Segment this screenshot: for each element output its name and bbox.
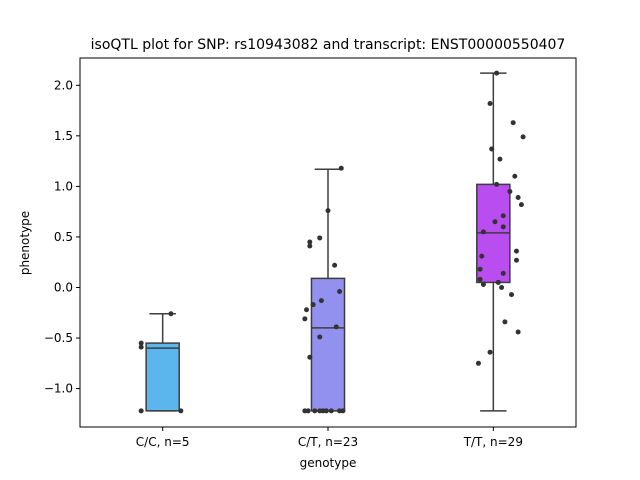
data-point	[312, 408, 318, 414]
x-tick-label: C/T, n=23	[298, 435, 358, 449]
data-point	[337, 289, 343, 295]
data-point	[512, 173, 518, 179]
data-point	[307, 239, 313, 245]
data-point	[510, 120, 516, 126]
chart-title: isoQTL plot for SNP: rs10943082 and tran…	[91, 37, 566, 53]
data-point	[492, 219, 498, 225]
data-point	[518, 202, 524, 208]
data-point	[513, 257, 519, 263]
data-point	[138, 340, 144, 346]
data-point	[325, 208, 331, 214]
data-point	[495, 279, 501, 285]
data-point	[500, 224, 506, 230]
data-point	[497, 156, 503, 162]
data-point	[310, 302, 316, 308]
data-point	[338, 165, 344, 171]
data-point	[487, 100, 493, 106]
data-point	[499, 284, 505, 290]
y-tick-label: 0.5	[54, 230, 73, 244]
data-point	[318, 298, 324, 304]
box-1	[310, 277, 346, 412]
y-tick-label: −1.0	[44, 382, 73, 396]
data-point	[317, 235, 323, 241]
x-axis-label: genotype	[300, 456, 357, 470]
data-point	[500, 213, 506, 219]
data-point	[333, 324, 339, 330]
data-point	[494, 181, 500, 187]
data-point	[307, 243, 313, 249]
data-point	[480, 281, 486, 287]
data-point	[520, 134, 526, 140]
data-point	[489, 146, 495, 152]
data-point	[515, 195, 521, 201]
box-0	[145, 342, 180, 412]
data-point	[500, 270, 506, 276]
data-point	[302, 316, 308, 322]
data-point	[305, 408, 311, 414]
data-point	[513, 248, 519, 254]
y-tick-label: 1.0	[54, 179, 73, 193]
y-tick-label: −0.5	[44, 331, 73, 345]
y-tick-label: 2.0	[54, 78, 73, 92]
data-point	[475, 360, 481, 366]
data-point	[507, 188, 513, 194]
x-tick-label: C/C, n=5	[136, 435, 190, 449]
data-point	[509, 292, 515, 298]
axes: −1.0 −0.5 0.0 0.5 1.0 1.5 2.0 C/C, n=5 C/T, n=23…	[44, 57, 577, 449]
data-point	[317, 334, 323, 340]
data-point	[340, 408, 346, 414]
y-tick-label: 0.0	[54, 280, 73, 294]
data-point	[307, 354, 313, 360]
data-point	[479, 253, 485, 259]
data-point	[323, 408, 329, 414]
data-point	[502, 319, 508, 325]
plot-area	[138, 70, 526, 414]
data-point	[332, 262, 338, 268]
data-point	[168, 311, 174, 317]
data-point	[515, 329, 521, 335]
data-point	[487, 349, 493, 355]
data-point	[477, 266, 483, 272]
data-point	[494, 70, 500, 76]
data-point	[138, 408, 144, 414]
data-point	[138, 344, 144, 350]
data-point	[328, 408, 334, 414]
data-point	[480, 229, 486, 235]
y-tick-label: 1.5	[54, 129, 73, 143]
y-axis-label: phenotype	[18, 211, 32, 275]
data-point	[178, 408, 184, 414]
data-point	[477, 276, 483, 282]
x-tick-label: T/T, n=29	[463, 435, 523, 449]
data-point	[304, 307, 310, 313]
